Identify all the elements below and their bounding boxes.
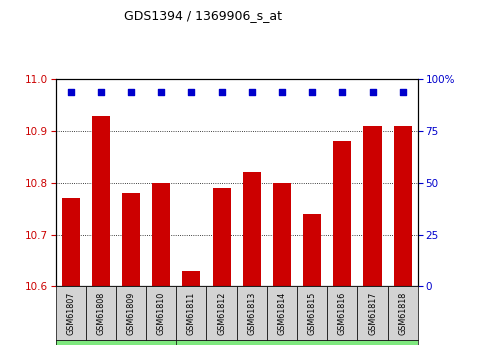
Text: GDS1394 / 1369906_s_at: GDS1394 / 1369906_s_at xyxy=(124,9,282,22)
Bar xyxy=(92,116,110,286)
Bar xyxy=(62,198,80,286)
Point xyxy=(369,89,376,95)
Point xyxy=(187,89,195,95)
Text: GSM61816: GSM61816 xyxy=(338,292,347,335)
Text: GSM61808: GSM61808 xyxy=(96,292,105,335)
Bar xyxy=(122,193,140,286)
Bar xyxy=(242,172,261,286)
Text: GSM61814: GSM61814 xyxy=(277,292,286,335)
Text: GSM61815: GSM61815 xyxy=(308,292,317,335)
Point xyxy=(399,89,407,95)
Text: GSM61813: GSM61813 xyxy=(247,292,256,335)
Text: GSM61817: GSM61817 xyxy=(368,292,377,335)
Text: GSM61812: GSM61812 xyxy=(217,292,226,335)
Bar xyxy=(213,188,231,286)
Bar xyxy=(273,183,291,286)
Text: GSM61818: GSM61818 xyxy=(398,292,407,335)
Text: GSM61810: GSM61810 xyxy=(156,292,166,335)
Point xyxy=(339,89,346,95)
Bar xyxy=(183,271,200,286)
Point xyxy=(97,89,105,95)
Point xyxy=(218,89,226,95)
Bar xyxy=(303,214,321,286)
Text: GSM61811: GSM61811 xyxy=(187,292,196,335)
Bar xyxy=(364,126,382,286)
Text: GSM61809: GSM61809 xyxy=(127,292,136,335)
Point xyxy=(67,89,74,95)
Bar xyxy=(333,141,352,286)
Bar xyxy=(394,126,412,286)
Point xyxy=(248,89,256,95)
Text: GSM61807: GSM61807 xyxy=(66,292,75,335)
Point xyxy=(278,89,286,95)
Point xyxy=(308,89,316,95)
Point xyxy=(127,89,135,95)
Bar xyxy=(152,183,170,286)
Point xyxy=(157,89,165,95)
